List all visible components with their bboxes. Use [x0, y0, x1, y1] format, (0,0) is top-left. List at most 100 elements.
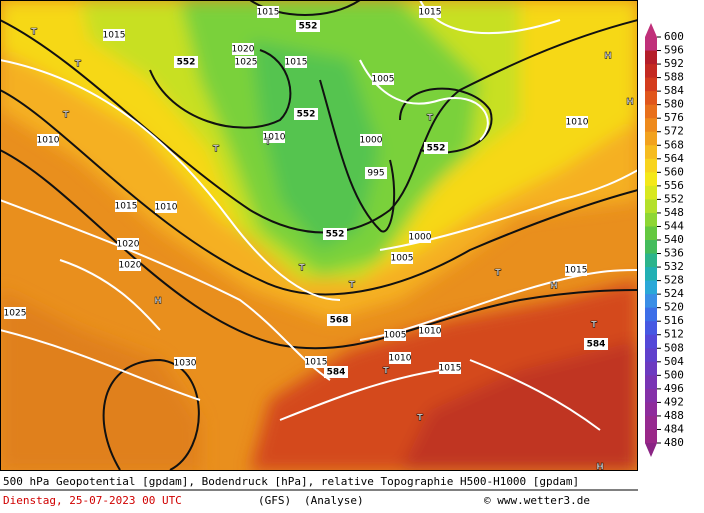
- footer-bg: [0, 471, 704, 513]
- footer-credit: © www.wetter3.de: [484, 494, 590, 507]
- label-bg: [391, 252, 413, 264]
- colorbar-label: 600: [664, 30, 684, 43]
- label-bg: [384, 329, 406, 341]
- isobar-label: 1025: [4, 309, 27, 319]
- pressure-center: T: [383, 367, 390, 377]
- colorbar-band: [645, 348, 657, 363]
- pressure-center: T: [495, 269, 502, 279]
- label-bg: [294, 108, 318, 120]
- geopotential-label: 552: [297, 110, 316, 120]
- colorbar-label: 568: [664, 138, 684, 151]
- isobar-label: 1005: [384, 331, 407, 341]
- colorbar-label: 524: [664, 287, 684, 300]
- pressure-center: H: [550, 282, 558, 292]
- colorbar-band: [645, 104, 657, 119]
- colorbar-label: 552: [664, 192, 684, 205]
- colorbar-band: [645, 415, 657, 430]
- colorbar-band: [645, 118, 657, 133]
- colorbar-label: 572: [664, 125, 684, 138]
- geopotential-label: 552: [177, 58, 196, 68]
- geopotential-label: 584: [327, 368, 346, 378]
- isobar-label: 1015: [115, 202, 138, 212]
- colorbar-band: [645, 334, 657, 349]
- label-bg: [389, 352, 411, 364]
- isobar-label: 1020: [117, 240, 140, 250]
- label-bg: [365, 167, 387, 179]
- field-shading: [0, 0, 638, 471]
- isobar-label: 1010: [263, 133, 286, 143]
- geopotential-contours: [0, 0, 638, 471]
- label-bg: [296, 20, 320, 32]
- pressure-center: T: [349, 281, 356, 291]
- colorbar-label: 564: [664, 152, 684, 165]
- colorbar-band: [645, 64, 657, 79]
- geopotential-label: 552: [427, 144, 446, 154]
- map-labels: 552 552 552 552 552 568 584 584 995 1000 1005 1005 1…: [4, 6, 634, 471]
- colorbar-label: 528: [664, 274, 684, 287]
- label-bg: [103, 29, 125, 41]
- label-bg: [235, 56, 257, 68]
- colorbar-label: 580: [664, 98, 684, 111]
- label-bg: [419, 325, 441, 337]
- colorbar-label: 592: [664, 57, 684, 70]
- colorbar-arrow-bottom: [645, 443, 657, 457]
- isobar-label: 1015: [439, 364, 462, 374]
- colorbar-label: 544: [664, 219, 684, 232]
- isobar-label: 1010: [155, 203, 178, 213]
- colorbar-label: 516: [664, 314, 684, 327]
- colorbar-band: [645, 267, 657, 282]
- footer-run: (Analyse): [304, 494, 364, 507]
- pressure-center: T: [427, 114, 434, 124]
- label-bg: [155, 201, 177, 213]
- colorbar: 6005965925885845805765725685645605565525…: [645, 23, 684, 457]
- pressure-center: T: [31, 28, 38, 38]
- colorbar-label: 484: [664, 422, 684, 435]
- isobar-label: 1025: [235, 58, 258, 68]
- colorbar-band: [645, 91, 657, 106]
- isobar-label: 1010: [566, 118, 589, 128]
- label-bg: [424, 142, 448, 154]
- colorbar-label: 488: [664, 409, 684, 422]
- label-bg: [360, 134, 382, 146]
- pressure-center: H: [604, 52, 612, 62]
- colorbar-band: [645, 402, 657, 417]
- colorbar-band: [645, 253, 657, 268]
- label-bg: [117, 238, 139, 250]
- isobar-label: 1030: [174, 359, 197, 369]
- pressure-center: T: [213, 145, 220, 155]
- isobar-label: 1010: [419, 327, 442, 337]
- pressure-center: H: [626, 98, 634, 108]
- label-bg: [263, 131, 285, 143]
- pressure-center: T: [63, 111, 70, 121]
- pressure-center: T: [265, 138, 272, 148]
- colorbar-label: 492: [664, 395, 684, 408]
- isobar-label: 1020: [119, 261, 142, 271]
- colorbar-band: [645, 294, 657, 309]
- isobar-label: 1015: [419, 8, 442, 18]
- colorbar-label: 576: [664, 111, 684, 124]
- geopotential-label: 552: [326, 230, 345, 240]
- map-field: 552 552 552 552 552 568 584 584 995 1000 1005 1005 1…: [0, 0, 638, 471]
- colorbar-label: 540: [664, 233, 684, 246]
- colorbar-label: 480: [664, 436, 684, 449]
- isobar-label: 995: [367, 169, 384, 179]
- isobar-label: 1015: [103, 31, 126, 41]
- colorbar-band: [645, 172, 657, 187]
- label-bg: [409, 231, 431, 243]
- pressure-center: H: [154, 297, 162, 307]
- colorbar-label: 548: [664, 206, 684, 219]
- colorbar-label: 560: [664, 165, 684, 178]
- isobar-label: 1010: [389, 354, 412, 364]
- geopotential-label: 552: [299, 22, 318, 32]
- colorbar-band: [645, 226, 657, 241]
- colorbar-label: 504: [664, 355, 684, 368]
- isobar-label: 1005: [391, 254, 414, 264]
- label-bg: [324, 366, 348, 378]
- colorbar-label: 588: [664, 71, 684, 84]
- isobar-label: 1000: [409, 233, 432, 243]
- colorbar-label: 500: [664, 368, 684, 381]
- label-bg: [119, 259, 141, 271]
- pressure-center: T: [299, 264, 306, 274]
- label-bg: [439, 362, 461, 374]
